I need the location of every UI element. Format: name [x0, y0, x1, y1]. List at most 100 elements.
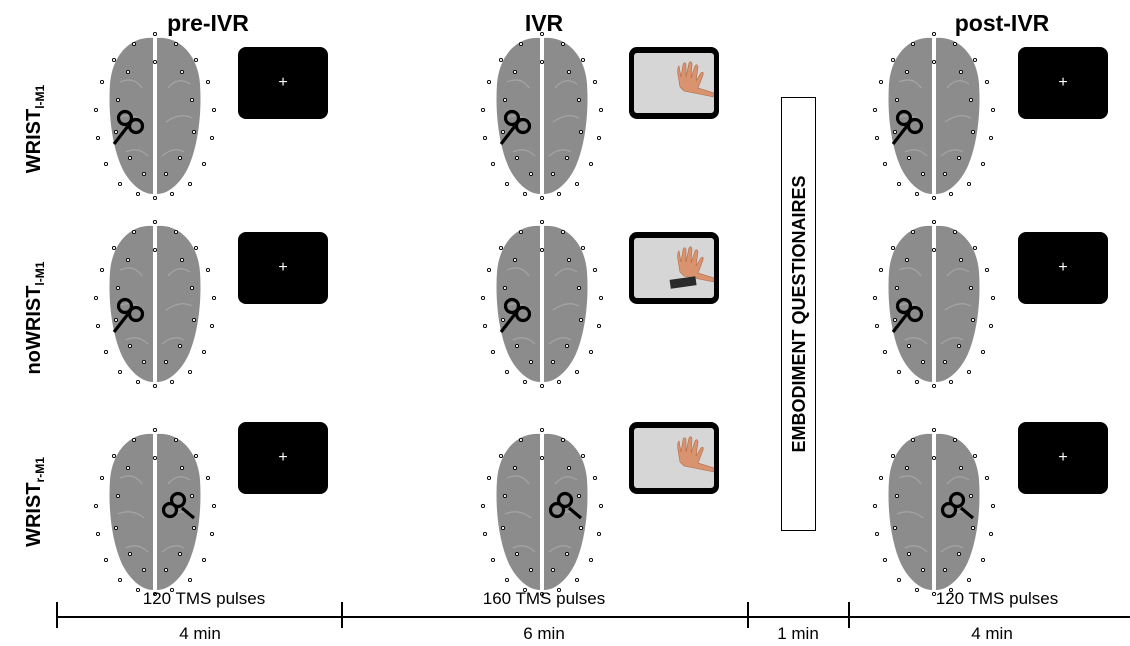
electrode-dot: [576, 493, 582, 499]
electrode-dot: [896, 577, 902, 583]
electrode-dot: [482, 323, 488, 329]
electrode-dot: [152, 31, 158, 37]
electrode-dot: [948, 379, 954, 385]
electrode-dot: [890, 57, 896, 63]
electrode-dot: [141, 567, 147, 573]
electrode-dot: [486, 267, 492, 273]
row-label-wrist-r-m1: WRISTr-M1: [23, 457, 47, 547]
fixation-cross: +: [278, 259, 288, 276]
electrode-dot: [988, 531, 994, 537]
electrode-dot: [127, 343, 133, 349]
electrode-dot: [914, 587, 920, 593]
electrode-dot: [556, 191, 562, 197]
electrode-dot: [878, 475, 884, 481]
electrode-dot: [931, 383, 937, 389]
electrode-dot: [498, 453, 504, 459]
electrode-dot: [135, 191, 141, 197]
electrode-dot: [596, 135, 602, 141]
fixation-screen: +: [238, 47, 328, 119]
electrode-dot: [518, 41, 524, 47]
electrode-dot: [93, 295, 99, 301]
brain-sulci: [896, 475, 972, 553]
electrode-dot: [980, 161, 986, 167]
electrode-dot: [872, 107, 878, 113]
fixation-cross: +: [1058, 259, 1068, 276]
electrode-dot: [896, 181, 902, 187]
electrode-dot: [931, 427, 937, 433]
tms-coil-icon: [112, 109, 145, 145]
electrode-dot: [95, 531, 101, 537]
electrode-dot: [173, 41, 179, 47]
electrode-dot: [970, 525, 976, 531]
electrode-dot: [906, 343, 912, 349]
electrode-dot: [564, 343, 570, 349]
electrode-dot: [910, 229, 916, 235]
electrode-dot: [179, 69, 185, 75]
electrode-dot: [956, 343, 962, 349]
electrode-dot: [486, 79, 492, 85]
electrode-dot: [490, 349, 496, 355]
electrode-dot: [896, 369, 902, 375]
electrode-dot: [539, 219, 545, 225]
brain-icon: [872, 219, 996, 389]
electrode-dot: [560, 41, 566, 47]
electrode-dot: [131, 229, 137, 235]
embodiment-questionnaire-label: EMBODIMENT QUESTIONAIRES: [788, 175, 809, 453]
electrode-dot: [125, 465, 131, 471]
electrode-dot: [152, 383, 158, 389]
electrode-dot: [892, 317, 898, 323]
electrode-dot: [948, 587, 954, 593]
electrode-dot: [560, 437, 566, 443]
electrode-dot: [596, 323, 602, 329]
electrode-dot: [201, 557, 207, 563]
electrode-dot: [490, 557, 496, 563]
electrode-dot: [480, 107, 486, 113]
electrode-dot: [169, 587, 175, 593]
electrode-dot: [968, 493, 974, 499]
brain-icon: [872, 427, 996, 597]
electrode-dot: [894, 285, 900, 291]
electrode-dot: [931, 59, 937, 65]
electrode-dot: [580, 245, 586, 251]
fixation-screen: +: [238, 232, 328, 304]
electrode-dot: [906, 155, 912, 161]
electrode-dot: [113, 129, 119, 135]
duration-post-ivr: 4 min: [971, 624, 1013, 643]
electrode-dot: [152, 59, 158, 65]
electrode-dot: [952, 41, 958, 47]
electrode-dot: [578, 129, 584, 135]
electrode-dot: [193, 453, 199, 459]
brain-icon: [480, 219, 604, 389]
electrode-dot: [99, 267, 105, 273]
electrode-dot: [904, 69, 910, 75]
ivr-hand-bracelet-screen: [629, 232, 719, 304]
tms-coil-icon: [112, 297, 145, 333]
tms-coil-icon: [891, 297, 924, 333]
electrode-dot: [169, 379, 175, 385]
electrode-dot: [191, 317, 197, 323]
electrode-dot: [972, 245, 978, 251]
electrode-dot: [576, 285, 582, 291]
electrode-dot: [95, 323, 101, 329]
electrode-dot: [958, 257, 964, 263]
electrode-dot: [539, 195, 545, 201]
electrode-dot: [566, 69, 572, 75]
electrode-dot: [878, 267, 884, 273]
electrode-dot: [502, 97, 508, 103]
electrode-dot: [514, 155, 520, 161]
electrode-dot: [169, 191, 175, 197]
electrode-dot: [598, 107, 604, 113]
electrode-dot: [892, 129, 898, 135]
electrode-dot: [890, 245, 896, 251]
tms-coil-icon: [940, 491, 975, 520]
electrode-dot: [556, 379, 562, 385]
electrode-dot: [179, 465, 185, 471]
electrode-dot: [874, 531, 880, 537]
pulses-ivr: 160 TMS pulses: [482, 589, 606, 608]
electrode-dot: [539, 31, 545, 37]
electrode-dot: [502, 493, 508, 499]
electrode-dot: [173, 437, 179, 443]
electrode-dot: [872, 503, 878, 509]
electrode-dot: [193, 245, 199, 251]
electrode-dot: [574, 181, 580, 187]
